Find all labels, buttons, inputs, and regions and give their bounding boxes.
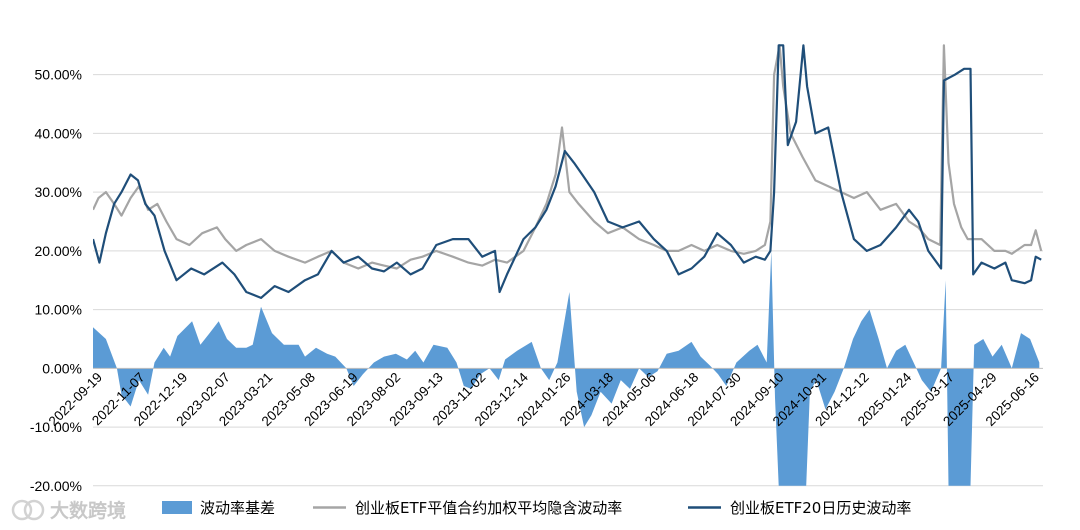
watermark: 大数跨境 <box>11 499 126 522</box>
y-tick-label: 0.00% <box>42 360 82 376</box>
y-tick-label: 40.00% <box>35 125 82 141</box>
watermark-logo-icon <box>11 499 45 521</box>
y-axis-ticks: -20.00% -10.00% 0.00% 10.00% 20.00% 30.00% 40.… <box>30 67 82 494</box>
series-historical-volatility-line <box>93 44 1042 299</box>
series-implied-volatility-line <box>93 44 1043 270</box>
series-spread-area <box>93 250 1040 486</box>
y-tick-label: 50.00% <box>35 67 82 83</box>
legend-swatch-spread <box>162 501 192 514</box>
legend-label-historical: 创业板ETF20日历史波动率 <box>730 499 911 517</box>
legend: 波动率基差 创业板ETF平值合约加权平均隐含波动率 创业板ETF20日历史波动率 <box>162 499 911 517</box>
y-tick-label: -20.00% <box>30 478 82 494</box>
y-tick-label: 20.00% <box>35 243 82 259</box>
watermark-text: 大数跨境 <box>50 499 126 522</box>
y-tick-label: 10.00% <box>35 302 82 318</box>
y-tick-label: 30.00% <box>35 184 82 200</box>
legend-label-spread: 波动率基差 <box>200 499 275 517</box>
x-axis-ticks: 2022-09-192022-11-072022-12-192023-02-07… <box>46 369 1042 429</box>
legend-label-implied: 创业板ETF平值合约加权平均隐含波动率 <box>355 499 622 517</box>
y-tick-label: -10.00% <box>30 419 82 435</box>
